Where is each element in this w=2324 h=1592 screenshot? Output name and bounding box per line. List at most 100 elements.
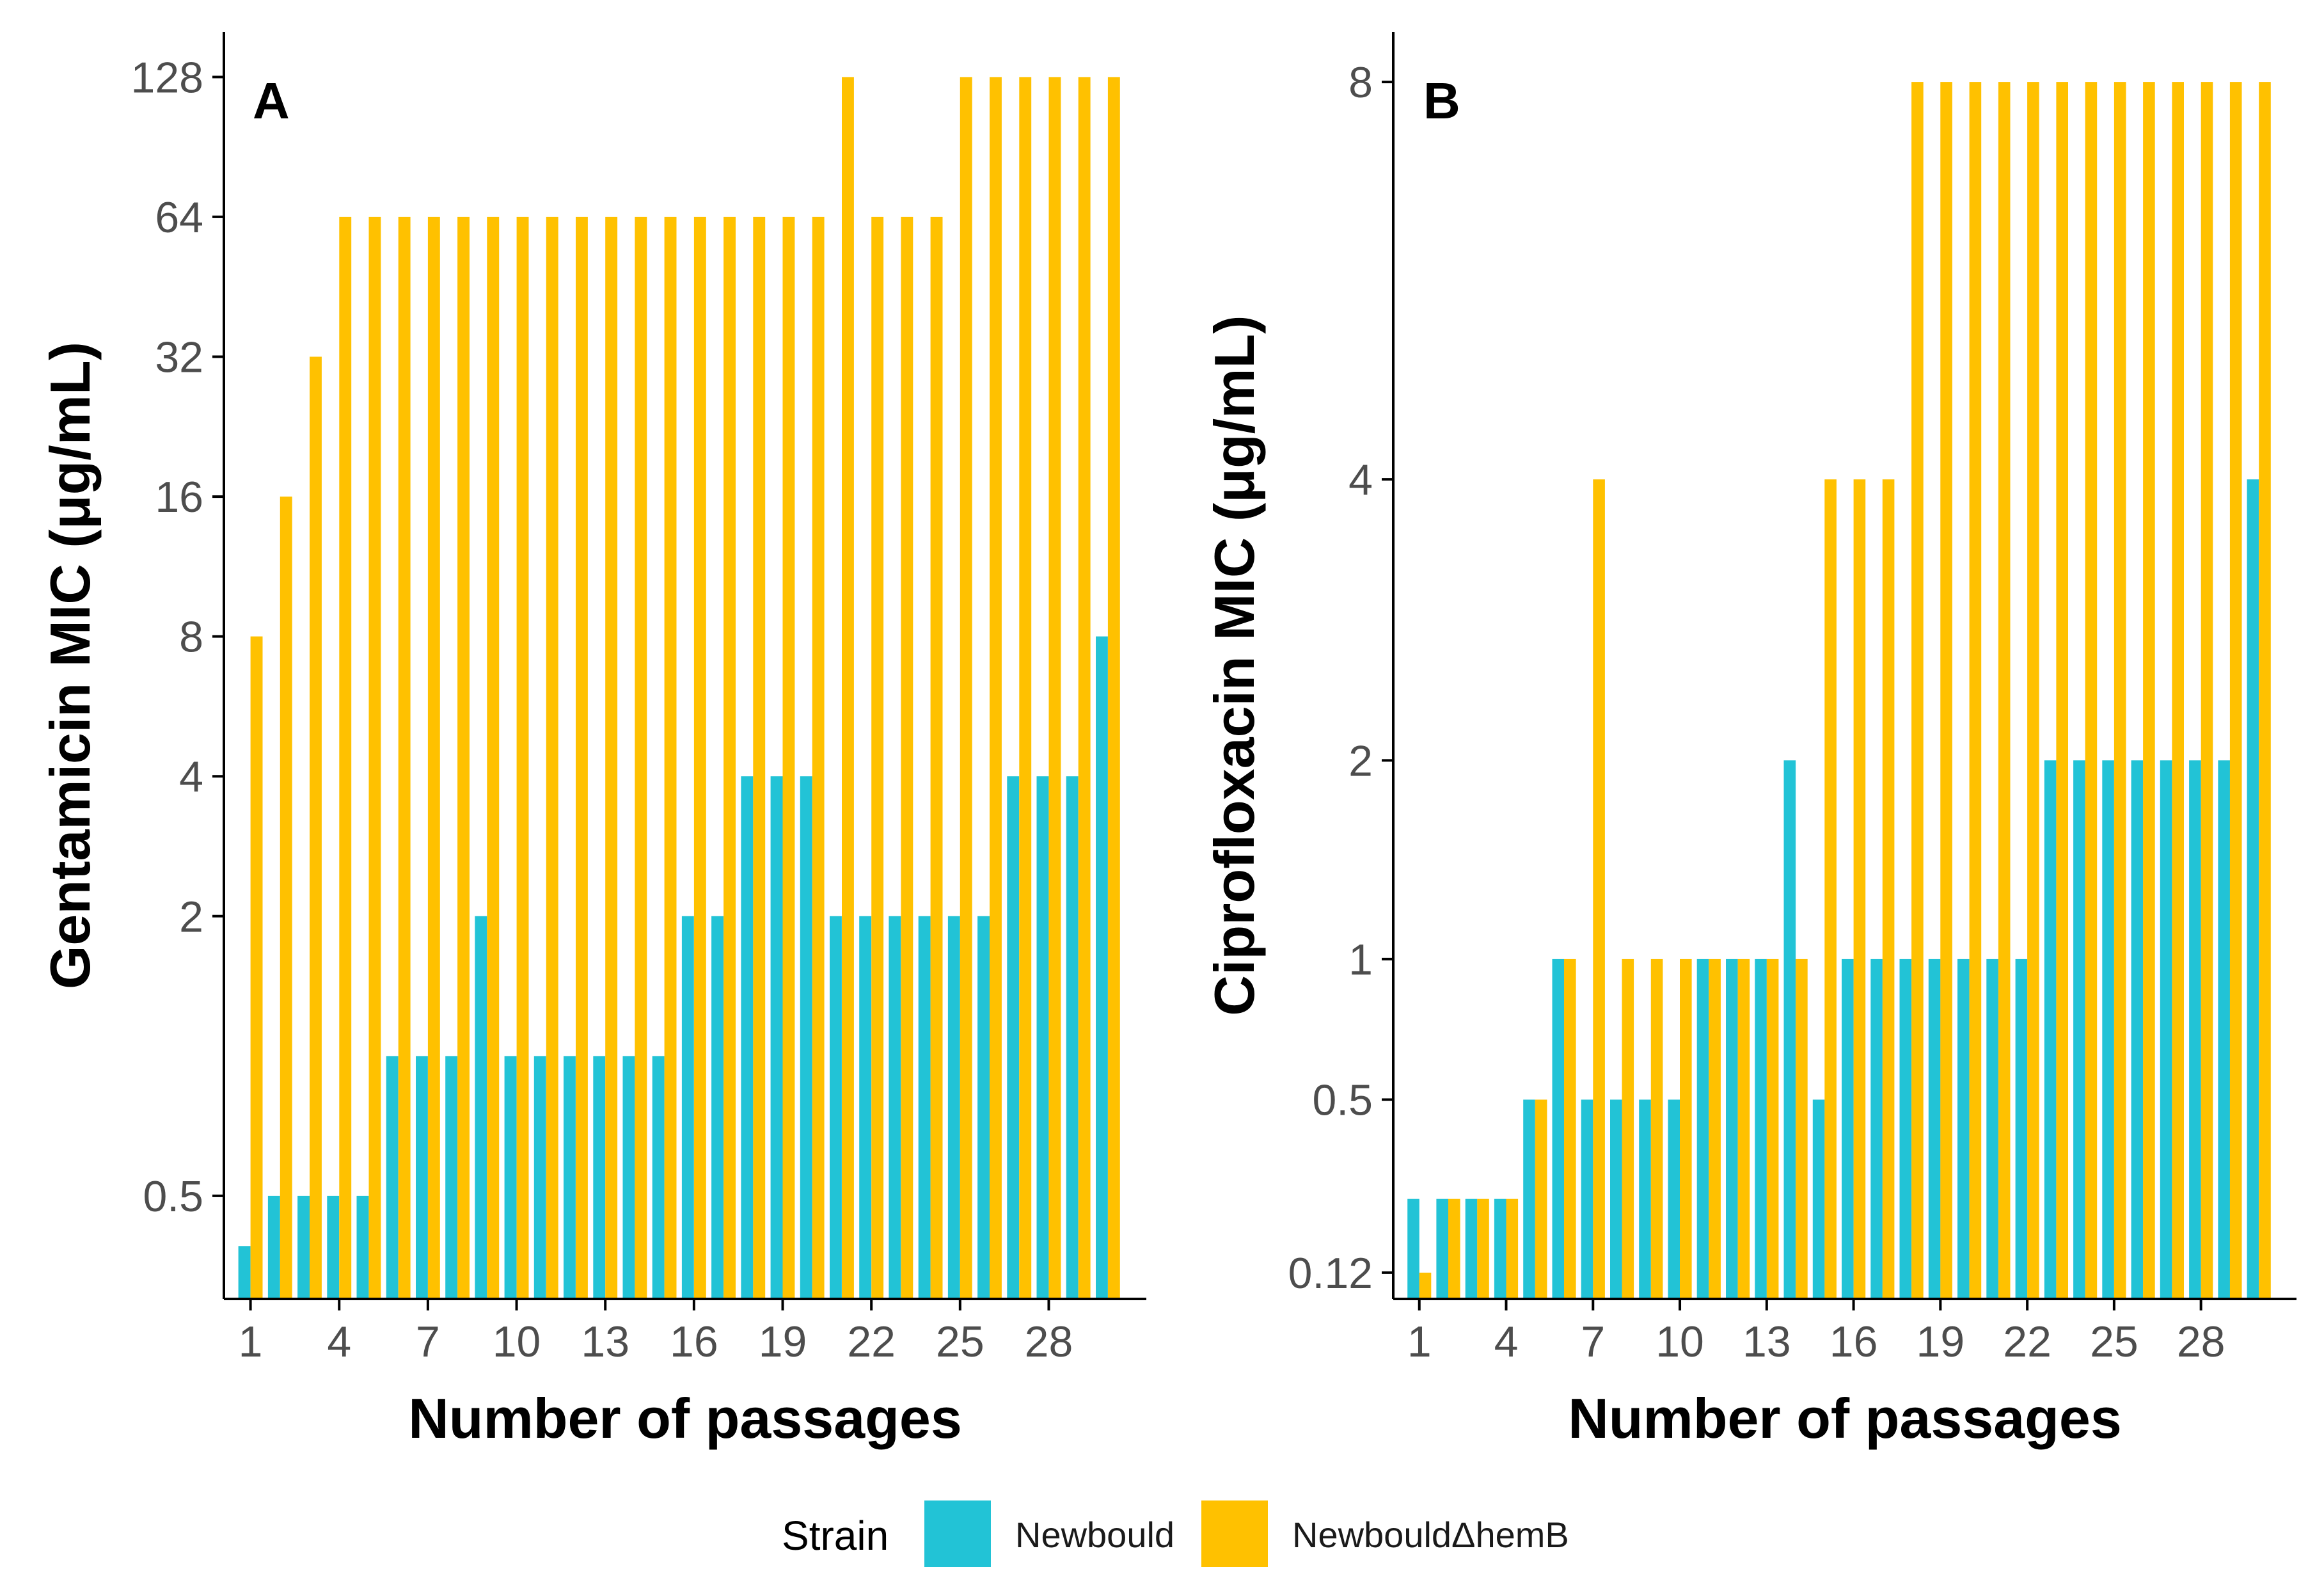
panel-b-y-tick-label: 0.12 [1288,1249,1373,1298]
legend-swatch-newbould [924,1500,991,1567]
legend-title: Strain [782,1513,889,1559]
panel-b-bar-newbould-3 [1465,1198,1478,1299]
panel-b-x-tick-label: 25 [2090,1317,2138,1366]
panel-b-panel-tag: B [1423,72,1460,129]
panel-b-y-tick-label: 8 [1348,58,1373,107]
panel-a-bar-hemb-1 [250,636,263,1299]
panel-a-bar-hemb-19 [782,216,795,1299]
panel-b-x-tick-label: 7 [1581,1317,1605,1366]
panel-a-y-tick-label: 16 [155,473,203,521]
panel-b-bar-hemb-19 [1940,82,1952,1300]
panel-b-bar-newbould-18 [1899,959,1912,1299]
panel-a-bar-newbould-3 [297,1195,310,1299]
panel-b-bar-newbould-21 [1986,959,1998,1299]
panel-b-bar-newbould-2 [1436,1198,1448,1299]
panel-a-x-tick-label: 25 [936,1317,984,1366]
panel-b-bar-hemb-14 [1796,959,1808,1299]
panel-a-y-tick-label: 4 [179,752,203,801]
panel-a-bar-hemb-8 [457,216,470,1299]
panel-a-bar-newbould-5 [356,1195,369,1299]
panel-a-bar-newbould-4 [327,1195,340,1299]
panel-b-bar-newbould-26 [2131,760,2144,1299]
panel-b-x-tick-label: 19 [1917,1317,1965,1366]
panel-b-bar-hemb-24 [2085,82,2098,1300]
panel-a-bar-hemb-20 [812,216,825,1299]
panel-a-bar-newbould-7 [416,1056,428,1299]
panel-a-y-tick-label: 8 [179,613,203,662]
panel-a-bar-newbould-30 [1096,636,1108,1299]
panel-b-bar-newbould-8 [1610,1099,1622,1299]
panel-a-y-tick-label: 32 [155,333,203,382]
panel-a-y-tick-label: 64 [155,193,203,242]
panel-b-bar-hemb-28 [2201,82,2213,1300]
panel-b-bar-hemb-10 [1680,959,1692,1299]
panel-b-bar-newbould-23 [2044,760,2057,1299]
panel-b-bar-hemb-13 [1766,959,1779,1299]
panel-a-bar-hemb-14 [635,216,647,1299]
panel-b-series-newbould [1407,479,2259,1300]
panel-b-bar-hemb-11 [1709,959,1721,1299]
panel-a-bar-hemb-28 [1048,77,1061,1299]
panel-b-x-tick-label: 1 [1407,1317,1432,1366]
panel-a-bar-newbould-27 [1007,776,1020,1299]
panel-a-bar-newbould-19 [770,776,783,1299]
panel-b-bar-newbould-19 [1928,959,1941,1299]
panel-b-x-tick-label: 16 [1830,1317,1878,1366]
panel-b-bar-newbould-12 [1726,959,1738,1299]
panel-b-bar-hemb-5 [1535,1099,1547,1299]
panel-b-y-tick-label: 1 [1348,935,1373,984]
panel-b-bar-hemb-26 [2143,82,2155,1300]
panel-a-bar-hemb-9 [487,216,500,1299]
panel-a-bar-hemb-18 [753,216,766,1299]
panel-b-bar-hemb-23 [2056,82,2068,1300]
panel-a-y-axis-title: Gentamicin MIC (μg/mL) [38,342,102,989]
panel-b-bar-newbould-27 [2160,760,2172,1299]
panel-a-x-tick-label: 19 [759,1317,807,1366]
panel-a-y-tick-label: 128 [131,53,203,102]
panel-a-bar-hemb-25 [960,77,972,1299]
panel-b-bar-newbould-24 [2073,760,2085,1299]
panel-b-bar-newbould-17 [1870,959,1883,1299]
panel-a-bar-newbould-14 [622,1056,635,1299]
panel-b-x-tick-label: 28 [2177,1317,2225,1366]
panel-a-x-tick-label: 22 [847,1317,896,1366]
panel-b-bar-hemb-20 [1969,82,1982,1300]
panel-a-bar-newbould-20 [800,776,812,1299]
panel-b-x-tick-label: 4 [1494,1317,1519,1366]
panel-a-bar-newbould-24 [918,916,931,1299]
panel-b-bar-newbould-1 [1407,1198,1419,1299]
panel-b-bar-newbould-14 [1783,760,1796,1299]
legend-swatch-hemb [1201,1500,1268,1567]
panel-a-gentamicin-chart: 0.5 2 4 8 16 32 64 128 1 4 7 10 13 16 19 22 25 28 Number o… [38,32,1146,1450]
panel-b-bar-hemb-16 [1853,479,1866,1300]
panel-b-bar-hemb-30 [2259,82,2271,1300]
panel-a-y-tick-label: 2 [179,893,203,941]
panel-b-bar-hemb-3 [1477,1198,1489,1299]
panel-a-x-tick-label: 4 [327,1317,351,1366]
panel-b-bar-newbould-30 [2247,479,2259,1300]
panel-b-x-tick-label: 22 [2003,1317,2051,1366]
panel-b-bar-newbould-25 [2102,760,2114,1299]
panel-b-bar-newbould-6 [1552,959,1565,1299]
legend: Strain Newbould NewbouldΔhemB [782,1500,1569,1567]
panel-a-bar-newbould-2 [267,1195,280,1299]
panel-b-bar-newbould-15 [1812,1099,1825,1299]
panel-a-bar-newbould-1 [238,1246,251,1299]
panel-b-bar-newbould-4 [1494,1198,1506,1299]
panel-a-y-tick-label: 0.5 [143,1172,203,1221]
panel-b-series-hemb [1419,82,2271,1300]
panel-a-bar-hemb-17 [723,216,736,1299]
panel-a-bar-newbould-26 [977,916,990,1299]
panel-a-bar-newbould-17 [711,916,723,1299]
panel-a-x-tick-label: 1 [239,1317,263,1366]
panel-b-y-tick-label: 2 [1348,736,1373,785]
panel-b-y-tick-label: 4 [1348,456,1373,504]
panel-a-bar-newbould-22 [859,916,872,1299]
panel-b-bar-newbould-10 [1668,1099,1680,1299]
panel-b-bar-hemb-22 [2027,82,2039,1300]
panel-a-x-tick-label: 13 [581,1317,629,1366]
panel-a-bar-newbould-11 [534,1056,546,1299]
panel-a-bar-hemb-27 [1019,77,1032,1299]
panel-a-bar-hemb-16 [693,216,706,1299]
